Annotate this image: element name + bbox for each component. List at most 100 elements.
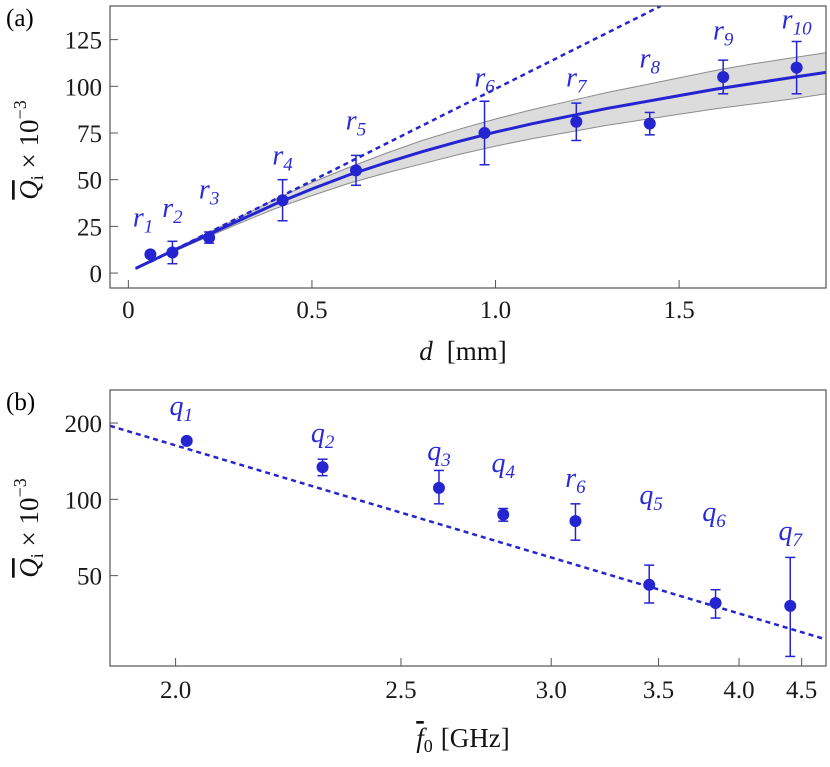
panel-b-label-q4-index: 4 — [506, 462, 516, 483]
panel-b-point-q4 — [497, 507, 510, 522]
panel-b-point-q5 — [643, 564, 656, 604]
panel-a-label-r2-letter: r — [162, 193, 173, 224]
panel-b-x-tick-label: 4.0 — [723, 677, 754, 704]
panel-a-label-r10: r10 — [782, 4, 812, 39]
panel-a-ylabel-exp: −3 — [10, 100, 30, 119]
panel-b-ylabel-sub: i — [27, 553, 47, 558]
panel-b-x-tick-label: 3.5 — [643, 677, 674, 704]
panel-b-point-q7 — [784, 556, 797, 658]
panel-b-marker — [432, 481, 445, 494]
panel-b-label-q5: q5 — [639, 480, 663, 515]
panel-a-linear-fit-line — [149, 6, 662, 263]
panel-a-label-r3-letter: r — [199, 174, 210, 205]
panel-a-point-r9 — [717, 59, 730, 95]
panel-b-point-q1 — [180, 434, 193, 447]
panel-b-label-q1: q1 — [169, 391, 193, 426]
panel-b-label-q7: q7 — [779, 516, 804, 551]
panel-b-marker — [497, 508, 510, 521]
panel-b-label-q4: q4 — [492, 448, 516, 483]
panel-b-label-q6-index: 6 — [716, 511, 726, 532]
panel-a-marker — [144, 248, 157, 261]
panel-b-label-q3-index: 3 — [440, 450, 451, 471]
panel-a-label-r6-index: 6 — [485, 76, 495, 97]
panel-b-ylabel-main: Q — [14, 558, 44, 578]
panel-a-y-tick-label: 75 — [77, 121, 102, 148]
panel-b-y-tick-label: 50 — [77, 564, 102, 591]
panel-a-label-r10-letter: r — [782, 4, 793, 35]
panel-a-label-r7: r7 — [566, 62, 588, 97]
panel-a-ylabel-suffix: × 10 — [14, 119, 44, 175]
panel-b-label-q1-index: 1 — [183, 405, 193, 426]
panel-a-point-r10 — [790, 40, 803, 95]
panel-a-point-r7 — [570, 102, 583, 142]
panel-a-label-r5-index: 5 — [357, 119, 367, 140]
panel-a-label-r3-index: 3 — [209, 188, 220, 209]
panel-b-ylabel-suffix: × 10 — [14, 497, 44, 553]
panel-a-y-tick-label: 100 — [65, 74, 103, 101]
panel-b-x-tick-label: 2.5 — [385, 677, 416, 704]
panel-b-label-q3-letter: q — [427, 436, 441, 467]
panel-a-x-tick-label: 0 — [122, 297, 135, 324]
panel-b-x-tick-label: 3.0 — [536, 677, 567, 704]
panel-a-label-r9-letter: r — [713, 16, 724, 47]
panel-a-label-r7-index: 7 — [577, 76, 588, 97]
panel-a-label: (a) — [6, 5, 34, 32]
panel-a-marker — [166, 246, 179, 259]
panel-a-label-r2: r2 — [162, 193, 183, 228]
panel-a-label-r3: r3 — [199, 174, 219, 209]
panel-b-point-r6 — [569, 503, 582, 541]
panel-a-marker — [276, 194, 289, 207]
panel-a-label-r1-letter: r — [133, 202, 144, 233]
panel-a-label-r8-index: 8 — [650, 58, 660, 79]
panel-b-label-q7-index: 7 — [793, 530, 804, 551]
panel-b-label-r6: r6 — [565, 463, 586, 498]
panel-b-label-q7-letter: q — [779, 516, 793, 547]
panel-b-marker — [643, 578, 656, 591]
panel-a-label-r2-index: 2 — [173, 207, 183, 228]
panel-b-marker — [784, 599, 797, 612]
panel-a-label-r1-index: 1 — [144, 216, 154, 237]
panel-a-label-r1: r1 — [133, 202, 153, 237]
panel-b-marker — [180, 434, 193, 447]
panel-a-label-r6-letter: r — [474, 62, 485, 93]
panel-a-point-r8 — [643, 111, 656, 136]
panel-b-ylabel-exp: −3 — [10, 478, 30, 497]
panel-a-label-r4-letter: r — [272, 141, 283, 172]
panel-a-point-r4 — [276, 178, 289, 222]
panel-b-x-axis-label: f0 [GHz] — [416, 723, 509, 756]
panel-b-point-q2 — [316, 458, 329, 477]
panel-b-label-q4-letter: q — [492, 448, 506, 479]
panel-b-ticks: 2.0 2.5 3.0 3.5 4.0 4.5 50 100 200 — [65, 411, 818, 704]
panel-a-x-tick-label: 1.5 — [664, 297, 695, 324]
panel-b-y-tick-label: 100 — [65, 487, 103, 514]
panel-b-y-axis-label: Qi × 10−3 — [10, 478, 47, 577]
panel-a-label-r10-index: 10 — [793, 18, 813, 39]
panel-a-label-r4: r4 — [272, 141, 293, 176]
panel-a-y-tick-label: 25 — [77, 214, 102, 241]
panel-a-y-tick-label: 50 — [77, 168, 102, 195]
svg-text:Qi × 10−3: Qi × 10−3 — [10, 100, 47, 199]
panel-b-data-points — [180, 434, 797, 658]
panel-a-ylabel-sub: i — [27, 175, 47, 180]
panel-a-label-r5: r5 — [346, 105, 366, 140]
panel-b-label-q5-index: 5 — [653, 494, 663, 515]
panel-b-label: (b) — [6, 389, 35, 416]
panel-a-x-axis-label: d [mm] — [419, 336, 507, 366]
panel-a-y-axis-label: Qi × 10−3 — [10, 100, 47, 199]
panel-b-label-q2: q2 — [311, 418, 335, 453]
panel-a-label-r9-index: 9 — [724, 30, 734, 51]
panel-a-y-tick-label: 0 — [90, 261, 103, 288]
panel-b-xlabel-unit: [GHz] — [441, 723, 510, 753]
panel-a-fit-lines — [135, 6, 826, 270]
panel-b-marker — [569, 515, 582, 528]
panel-a-point-r5 — [350, 154, 363, 187]
panel-a-marker — [570, 115, 583, 128]
panel-b-label-q6-letter: q — [702, 497, 716, 528]
panel-a-marker — [203, 231, 216, 244]
